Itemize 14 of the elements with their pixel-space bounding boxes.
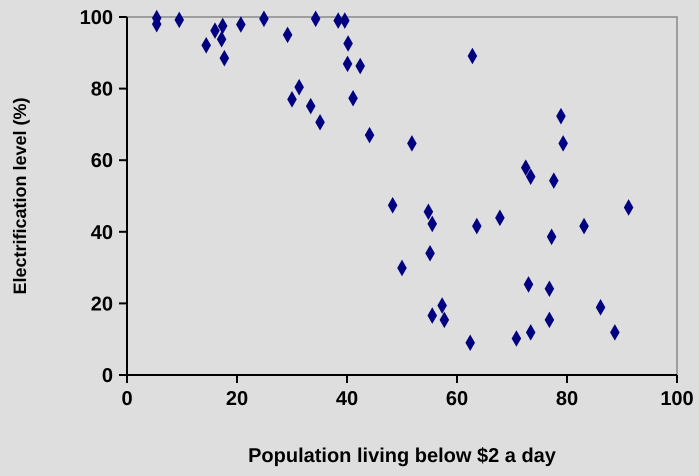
y-tick-label: 80 (90, 78, 113, 101)
x-tick-label: 0 (121, 388, 133, 410)
y-tick-label: 20 (90, 293, 113, 316)
x-tick-label: 60 (446, 388, 468, 410)
y-tick-label: 100 (80, 7, 113, 29)
x-axis-title: Population living below $2 a day (248, 445, 557, 467)
x-tick-label: 80 (556, 388, 578, 410)
y-tick-label: 60 (90, 150, 113, 172)
y-tick-label: 40 (90, 222, 113, 244)
x-tick-label: 40 (336, 388, 358, 410)
y-tick-label: 0 (102, 365, 113, 387)
y-axis-title: Electrification level (%) (10, 97, 30, 295)
x-tick-label: 100 (660, 388, 694, 410)
x-tick-label: 20 (226, 388, 248, 410)
